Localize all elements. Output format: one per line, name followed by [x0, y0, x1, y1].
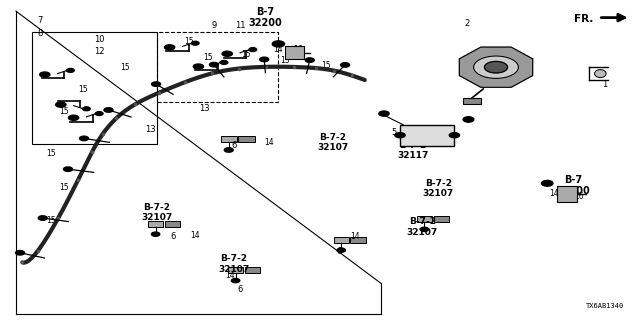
Text: B-7-2
32107: B-7-2 32107: [218, 254, 249, 274]
Circle shape: [249, 48, 257, 52]
Text: 14: 14: [225, 271, 236, 280]
Circle shape: [463, 117, 474, 122]
Circle shape: [222, 51, 232, 56]
Text: 11: 11: [235, 21, 245, 30]
Circle shape: [484, 61, 508, 73]
Text: 7: 7: [37, 16, 42, 25]
Circle shape: [104, 108, 113, 112]
Text: 15: 15: [280, 56, 290, 65]
Text: 15: 15: [46, 149, 56, 158]
Circle shape: [83, 107, 90, 111]
Text: 15: 15: [78, 85, 88, 94]
Circle shape: [95, 112, 103, 116]
Circle shape: [305, 58, 314, 62]
Circle shape: [68, 115, 79, 120]
Text: 15: 15: [59, 183, 69, 192]
Text: 15: 15: [59, 108, 69, 116]
Circle shape: [209, 62, 218, 67]
Text: 13: 13: [145, 125, 156, 134]
Text: 2: 2: [465, 20, 470, 28]
Text: 12: 12: [94, 47, 104, 56]
Text: B-7
32200: B-7 32200: [556, 175, 589, 196]
Text: 6: 6: [231, 141, 236, 150]
Text: 1: 1: [602, 80, 607, 89]
Bar: [244, 268, 260, 273]
Bar: [157, 32, 278, 102]
Text: 15: 15: [203, 53, 213, 62]
Circle shape: [15, 251, 24, 255]
Circle shape: [340, 63, 349, 67]
Circle shape: [272, 41, 285, 47]
Circle shape: [541, 180, 553, 186]
Circle shape: [474, 56, 518, 78]
Text: 16: 16: [292, 45, 303, 54]
Text: 14: 14: [264, 138, 274, 147]
Text: 8: 8: [37, 29, 42, 38]
Circle shape: [220, 60, 228, 64]
Bar: [32, 32, 157, 144]
Bar: [239, 136, 255, 142]
Text: 15: 15: [241, 50, 252, 59]
Text: 9: 9: [212, 21, 217, 30]
Circle shape: [152, 82, 161, 86]
Text: 15: 15: [321, 61, 332, 70]
Bar: [285, 46, 304, 59]
Bar: [557, 186, 577, 202]
Bar: [463, 98, 481, 104]
Bar: [400, 125, 454, 146]
Circle shape: [379, 111, 389, 116]
Bar: [433, 216, 449, 222]
Text: 14: 14: [273, 45, 284, 54]
Circle shape: [79, 136, 88, 141]
Circle shape: [67, 68, 74, 72]
Text: 13: 13: [200, 104, 210, 113]
Bar: [221, 136, 237, 142]
Text: B-7-2
32107: B-7-2 32107: [423, 179, 454, 198]
Text: 14: 14: [414, 132, 424, 140]
Text: TX6AB1340: TX6AB1340: [586, 303, 624, 309]
Circle shape: [420, 227, 429, 231]
Text: 10: 10: [94, 36, 104, 44]
Circle shape: [232, 278, 240, 283]
Circle shape: [449, 132, 460, 138]
Bar: [228, 268, 243, 273]
Circle shape: [193, 64, 204, 69]
Text: 15: 15: [184, 37, 194, 46]
Text: B-7-2
32107: B-7-2 32107: [407, 218, 438, 237]
Circle shape: [191, 41, 199, 45]
Text: B-7-2
32107: B-7-2 32107: [317, 133, 348, 152]
Text: 14: 14: [350, 232, 360, 241]
Circle shape: [337, 248, 346, 252]
Bar: [164, 221, 180, 227]
Bar: [417, 216, 432, 222]
Text: 14: 14: [190, 231, 200, 240]
Bar: [333, 237, 349, 243]
Text: 14: 14: [548, 189, 559, 198]
Text: B-7
32200: B-7 32200: [249, 7, 282, 28]
Text: B-7-1
32117: B-7-1 32117: [397, 141, 429, 160]
Circle shape: [395, 132, 405, 138]
Circle shape: [260, 57, 269, 62]
Text: 15: 15: [46, 216, 56, 225]
Text: 6: 6: [237, 285, 243, 294]
Circle shape: [224, 148, 233, 152]
Text: FR.: FR.: [574, 13, 593, 24]
Text: 6: 6: [170, 232, 175, 241]
Circle shape: [56, 102, 66, 107]
Text: 5: 5: [391, 128, 396, 137]
Polygon shape: [460, 47, 532, 87]
Text: 6: 6: [337, 247, 342, 256]
Text: B-7-2
32107: B-7-2 32107: [141, 203, 172, 222]
Circle shape: [152, 232, 160, 236]
Text: 16: 16: [574, 192, 584, 201]
Bar: [148, 221, 163, 227]
Bar: [350, 237, 365, 243]
Circle shape: [164, 45, 175, 50]
Circle shape: [63, 167, 72, 172]
Text: 15: 15: [120, 63, 130, 72]
Circle shape: [38, 216, 47, 220]
Ellipse shape: [595, 69, 606, 77]
Circle shape: [40, 72, 50, 77]
